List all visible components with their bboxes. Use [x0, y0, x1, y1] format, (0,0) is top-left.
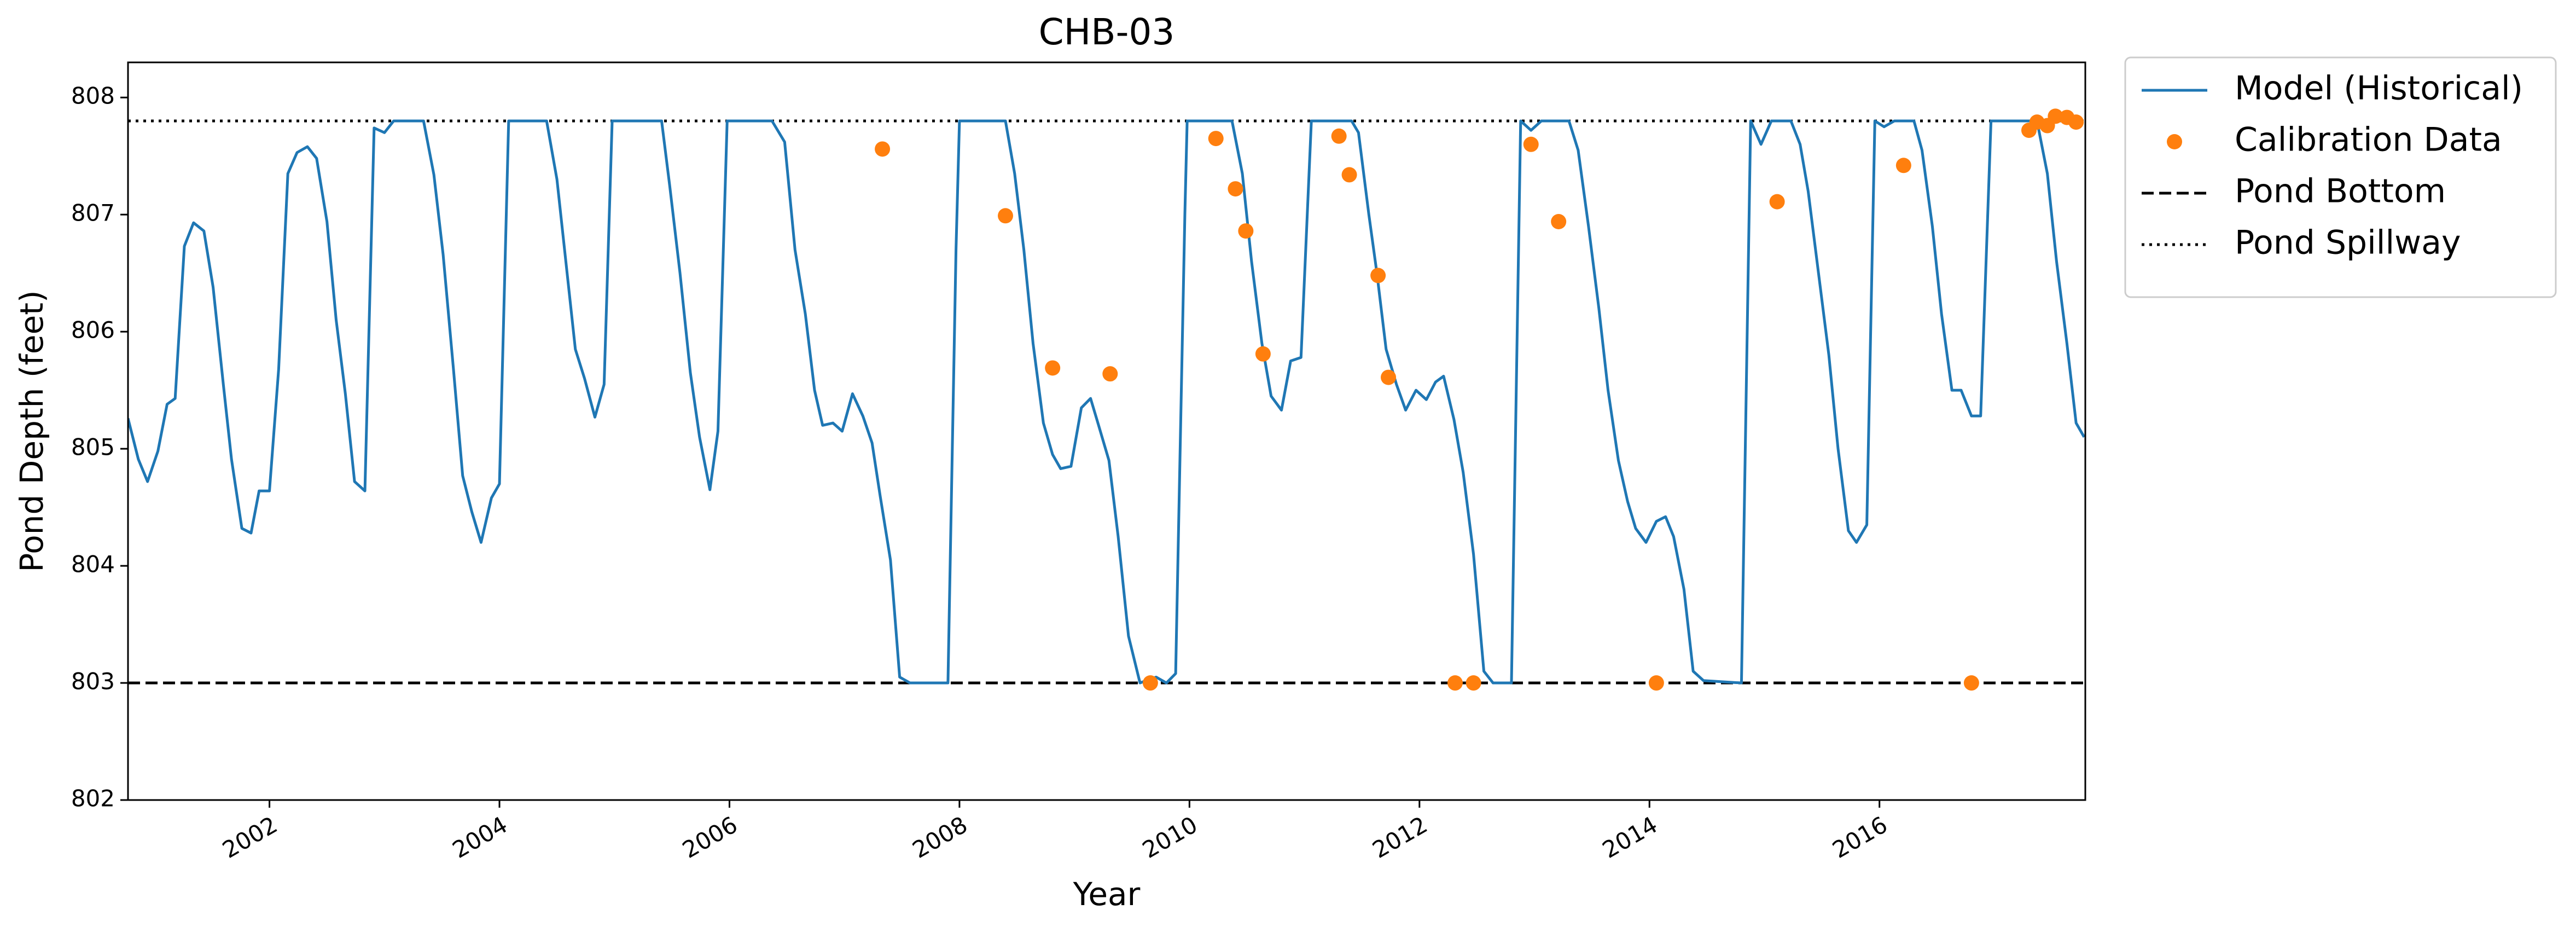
x-tick-label: 2008	[908, 811, 972, 864]
data-point	[1381, 369, 1397, 385]
y-tick-label: 805	[71, 434, 115, 461]
data-point	[998, 208, 1014, 224]
legend-label: Pond Bottom	[2235, 172, 2446, 211]
data-point	[1370, 268, 1386, 283]
x-tick-label: 2010	[1138, 811, 1202, 864]
data-point	[1341, 167, 1357, 183]
data-point	[1228, 181, 1243, 197]
x-tick-label: 2006	[678, 811, 742, 864]
plot-area	[128, 119, 2085, 685]
data-point	[875, 141, 891, 157]
data-point	[2068, 114, 2084, 130]
data-point	[1102, 366, 1118, 382]
y-tick-label: 804	[71, 551, 115, 578]
data-point	[2048, 108, 2063, 124]
data-point	[1895, 158, 1911, 173]
y-tick-label: 802	[71, 785, 115, 812]
model-line	[128, 119, 2085, 685]
data-point	[1551, 213, 1567, 229]
x-tick-label: 2002	[218, 811, 282, 864]
plot-frame	[127, 61, 2086, 801]
data-point	[1255, 346, 1271, 362]
data-point	[1648, 675, 1664, 691]
legend-label: Calibration Data	[2235, 121, 2502, 159]
data-point	[1769, 194, 1785, 210]
data-point	[1331, 128, 1347, 144]
legend-label: Model (Historical)	[2235, 69, 2523, 108]
data-point	[1466, 675, 1481, 691]
legend-label: Pond Spillway	[2235, 224, 2461, 262]
data-point	[1045, 360, 1061, 376]
data-point	[1208, 131, 1224, 147]
y-tick-label: 803	[71, 668, 115, 695]
y-tick-label: 808	[71, 83, 115, 109]
x-axis-label: Year	[1073, 876, 1141, 913]
data-point	[1523, 136, 1539, 152]
chart-title: CHB-03	[1039, 11, 1175, 53]
y-tick-label: 807	[71, 200, 115, 227]
x-tick-label: 2016	[1828, 811, 1892, 864]
x-tick-label: 2014	[1598, 811, 1662, 864]
y-axis-label: Pond Depth (feet)	[13, 290, 50, 572]
x-tick-label: 2012	[1368, 811, 1432, 864]
x-tick-label: 2004	[448, 811, 512, 864]
data-point	[1447, 675, 1463, 691]
data-point	[1238, 223, 1254, 239]
data-point	[1142, 675, 1158, 691]
y-tick-label: 806	[71, 317, 115, 344]
legend-marker	[2167, 134, 2182, 149]
data-point	[1963, 675, 1979, 691]
legend-box	[2124, 56, 2557, 298]
